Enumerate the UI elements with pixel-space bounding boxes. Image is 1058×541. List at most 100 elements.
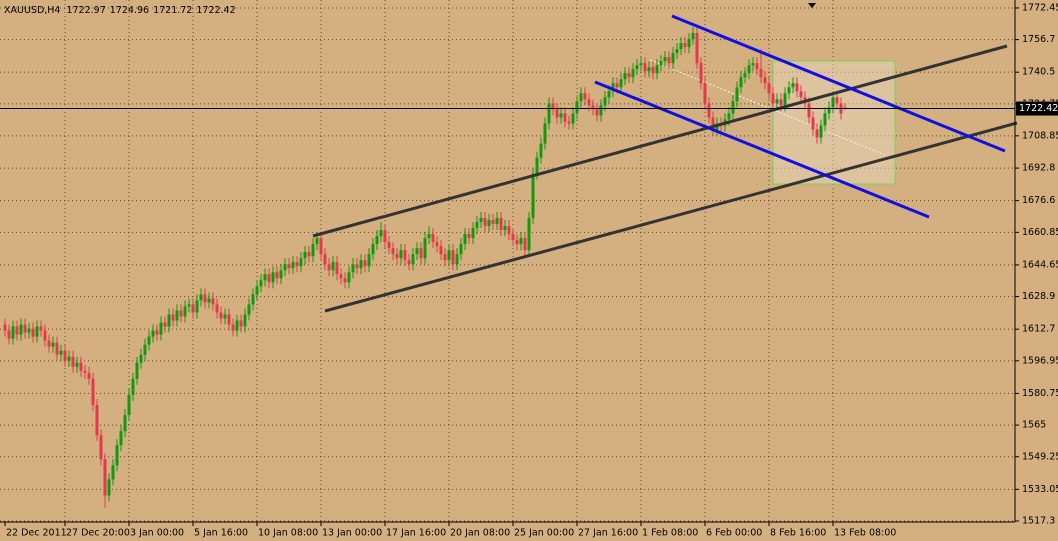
channel-line [594, 80, 930, 219]
candle-body [379, 230, 383, 237]
candle-body [435, 242, 439, 247]
candle-body [503, 226, 507, 231]
symbol: XAUUSD,H4 [4, 5, 60, 16]
open: 1722.97 [66, 5, 105, 16]
candle-body [331, 262, 335, 271]
candle-body [559, 113, 563, 118]
candle-body [447, 250, 451, 261]
candle-body [75, 362, 79, 367]
y-tick-label: 1533.05 [1022, 484, 1058, 495]
candle-body [731, 101, 735, 114]
y-tick-label: 1740.5 [1022, 67, 1055, 78]
candle-body [567, 121, 571, 124]
candle-body [419, 248, 423, 259]
candle-body [479, 217, 483, 222]
candle-body [131, 378, 135, 395]
candle-body [759, 69, 763, 78]
y-tick-label: 1644.65 [1022, 259, 1058, 270]
candle-body [487, 219, 491, 227]
candle-body [747, 65, 751, 74]
candle-body [527, 217, 531, 251]
candle-body [403, 250, 407, 261]
candle-body [315, 238, 319, 245]
candle-body [39, 326, 43, 331]
candle-body [751, 63, 755, 66]
y-tick-label: 1565 [1022, 420, 1046, 431]
selection-box [772, 60, 896, 185]
candle-body [183, 306, 187, 317]
candle-body [739, 77, 743, 88]
candle-body [203, 294, 207, 303]
candle-body [287, 264, 291, 269]
candle-body [247, 304, 251, 315]
candle-body [339, 274, 343, 279]
y-tick-label: 1708.85 [1022, 130, 1058, 141]
candle-body [583, 93, 587, 100]
candle-body [215, 304, 219, 313]
candle-body [219, 312, 223, 319]
candle-body [79, 362, 83, 371]
candle-body [679, 43, 683, 50]
candle-body [363, 260, 367, 267]
candle-body [579, 93, 583, 102]
candle-body [175, 310, 179, 321]
candle-body [23, 324, 27, 333]
candle-body [655, 65, 659, 74]
candle-body [511, 234, 515, 241]
candle-body [243, 314, 247, 327]
channel-line [324, 121, 1018, 313]
candle-body [27, 328, 31, 333]
candle-body [63, 350, 67, 361]
channel-line [312, 44, 1008, 238]
y-tick-label: 1756.7 [1022, 34, 1055, 45]
candle-body [391, 248, 395, 255]
candle-body [11, 326, 15, 339]
candle-body [823, 113, 827, 126]
candle-body [815, 129, 819, 138]
candle-body [187, 304, 191, 307]
candle-body [87, 372, 91, 379]
candle-body [647, 67, 651, 72]
candle-body [279, 270, 283, 279]
candle-body [179, 310, 183, 317]
candle-body [275, 272, 279, 279]
candle-body [119, 431, 123, 446]
channel-line [671, 14, 1006, 153]
candle-body [95, 404, 99, 436]
candle-body [171, 314, 175, 321]
x-tick-label: 20 Jan 08:00 [450, 528, 510, 539]
candle-body [19, 324, 23, 335]
candle-body [683, 43, 687, 48]
candle-body [439, 246, 443, 255]
candle-body [483, 217, 487, 227]
candle-body [115, 445, 119, 466]
price-label-bg [1016, 101, 1058, 116]
x-tick-label: 27 Dec 20:00 [66, 528, 130, 539]
x-tick-label: 25 Jan 00:00 [514, 528, 574, 539]
low: 1721.72 [153, 5, 192, 16]
candle-body [691, 32, 695, 40]
candle-body [191, 304, 195, 313]
candle-body [303, 252, 307, 259]
candle-body [47, 340, 51, 347]
x-tick-label: 10 Jan 08:00 [258, 528, 318, 539]
candle-body [267, 274, 271, 283]
candle-body [491, 219, 495, 225]
x-tick-label: 3 Jan 00:00 [130, 528, 184, 539]
y-tick-label: 1596.95 [1022, 355, 1058, 366]
candle-body [799, 91, 803, 98]
candle-body [599, 105, 603, 116]
candle-body [67, 356, 71, 361]
candle-body [807, 103, 811, 118]
candle-body [663, 57, 667, 62]
candle-body [779, 99, 783, 106]
candle-body [139, 354, 143, 363]
candle-body [695, 32, 699, 64]
candle-body [783, 93, 787, 106]
candle-body [539, 143, 543, 158]
candle-body [611, 83, 615, 92]
candle-body [367, 254, 371, 267]
candle-body [495, 217, 499, 225]
candle-body [347, 272, 351, 283]
candle-body [271, 272, 275, 283]
